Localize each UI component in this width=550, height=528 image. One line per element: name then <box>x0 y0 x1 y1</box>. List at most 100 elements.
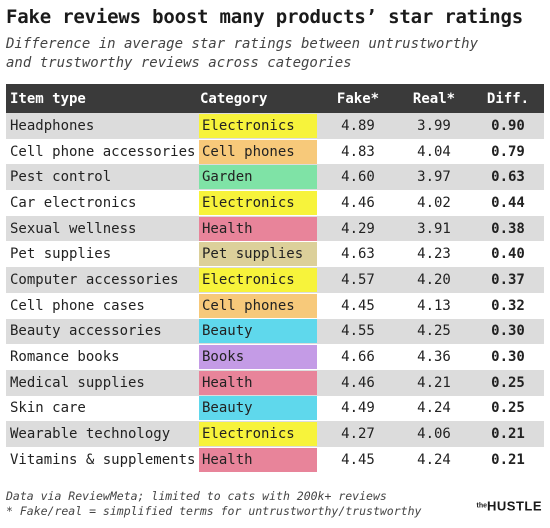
diff-cell: 0.63 <box>491 169 525 186</box>
category-badge: Cell phones <box>199 293 317 318</box>
item-type-cell: Car electronics <box>10 194 137 211</box>
hustle-logo: theHUSTLE <box>477 497 543 515</box>
category-cell: Cell phones <box>196 293 320 319</box>
table-header-row: Item type Category Fake* Real* Diff. <box>6 84 544 113</box>
table-row: Vitamins & supplements Health 4.45 4.24 0.21 <box>6 446 544 473</box>
fake-rating-cell: 4.63 <box>341 246 375 263</box>
category-cell: Health <box>196 447 320 473</box>
table-row: Pest control Garden 4.60 3.97 0.63 <box>6 164 544 191</box>
fake-rating-cell: 4.66 <box>341 349 375 366</box>
diff-cell: 0.90 <box>491 117 525 134</box>
item-type-cell: Sexual wellness <box>10 220 137 237</box>
fake-rating-cell: 4.46 <box>341 194 375 211</box>
header-real: Real* <box>412 90 456 107</box>
category-cell: Pet supplies <box>196 241 320 267</box>
fake-rating-cell: 4.89 <box>341 117 375 134</box>
category-badge: Electronics <box>199 267 317 292</box>
item-type-cell: Skin care <box>10 400 86 417</box>
fake-rating-cell: 4.45 <box>341 451 375 468</box>
category-cell: Health <box>196 370 320 396</box>
category-cell: Electronics <box>196 113 320 139</box>
header-diff: Diff. <box>486 90 530 107</box>
fake-rating-cell: 4.57 <box>341 271 375 288</box>
diff-cell: 0.32 <box>491 297 525 314</box>
fake-rating-cell: 4.83 <box>341 143 375 160</box>
category-cell: Cell phones <box>196 139 320 165</box>
fake-rating-cell: 4.29 <box>341 220 375 237</box>
category-cell: Books <box>196 344 320 370</box>
category-badge: Garden <box>199 165 317 190</box>
table-row: Pet supplies Pet supplies 4.63 4.23 0.40 <box>6 241 544 268</box>
table-body: Headphones Electronics 4.89 3.99 0.90 Cell ph… <box>6 113 544 473</box>
category-badge: Beauty <box>199 319 317 344</box>
item-type-cell: Pest control <box>10 169 112 186</box>
item-type-cell: Beauty accessories <box>10 323 162 340</box>
fake-rating-cell: 4.27 <box>341 426 375 443</box>
table-row: Cell phone cases Cell phones 4.45 4.13 0.32 <box>6 292 544 319</box>
category-badge: Health <box>199 216 317 241</box>
table-row: Computer accessories Electronics 4.57 4.20 0… <box>6 267 544 293</box>
category-badge: Electronics <box>199 422 317 447</box>
chart-title: Fake reviews boost many products’ star r… <box>6 6 523 28</box>
category-cell: Health <box>196 216 320 242</box>
logo-name: HUSTLE <box>487 498 542 514</box>
item-type-cell: Computer accessories <box>10 271 179 288</box>
item-type-cell: Cell phone cases <box>10 297 145 314</box>
item-type-cell: Romance books <box>10 349 120 366</box>
fake-rating-cell: 4.60 <box>341 169 375 186</box>
real-rating-cell: 4.04 <box>417 143 451 160</box>
header-fake: Fake* <box>336 90 380 107</box>
real-rating-cell: 4.21 <box>417 374 451 391</box>
diff-cell: 0.21 <box>491 426 525 443</box>
category-badge: Cell phones <box>199 139 317 164</box>
fake-rating-cell: 4.49 <box>341 400 375 417</box>
category-badge: Health <box>199 370 317 395</box>
item-type-cell: Wearable technology <box>10 426 171 443</box>
diff-cell: 0.40 <box>491 246 525 263</box>
item-type-cell: Headphones <box>10 117 95 134</box>
fake-rating-cell: 4.55 <box>341 323 375 340</box>
item-type-cell: Cell phone accessories <box>10 143 196 160</box>
real-rating-cell: 3.99 <box>417 117 451 134</box>
diff-cell: 0.44 <box>491 194 525 211</box>
category-badge: Books <box>199 345 317 370</box>
footer-note: * Fake/real = simplified terms for untru… <box>6 504 422 518</box>
category-badge: Health <box>199 447 317 472</box>
diff-cell: 0.37 <box>491 271 525 288</box>
diff-cell: 0.25 <box>491 400 525 417</box>
subtitle-line-1: Difference in average star ratings betwe… <box>6 36 479 52</box>
real-rating-cell: 4.02 <box>417 194 451 211</box>
category-cell: Beauty <box>196 396 320 422</box>
table-row: Sexual wellness Health 4.29 3.91 0.38 <box>6 215 544 242</box>
real-rating-cell: 4.23 <box>417 246 451 263</box>
fake-rating-cell: 4.46 <box>341 374 375 391</box>
table-row: Medical supplies Health 4.46 4.21 0.25 <box>6 369 544 396</box>
subtitle-line-2: and trustworthy reviews across categorie… <box>6 55 352 71</box>
category-cell: Garden <box>196 164 320 190</box>
footer-source: Data via ReviewMeta; limited to cats wit… <box>6 489 387 503</box>
real-rating-cell: 3.91 <box>417 220 451 237</box>
diff-cell: 0.21 <box>491 451 525 468</box>
real-rating-cell: 3.97 <box>417 169 451 186</box>
chart-subtitle: Difference in average star ratings betwe… <box>6 35 546 73</box>
table-row: Romance books Books 4.66 4.36 0.30 <box>6 344 544 370</box>
table-row: Car electronics Electronics 4.46 4.02 0.44 <box>6 190 544 216</box>
real-rating-cell: 4.36 <box>417 349 451 366</box>
item-type-cell: Medical supplies <box>10 374 145 391</box>
category-cell: Electronics <box>196 267 320 293</box>
ratings-table: Item type Category Fake* Real* Diff. Hea… <box>6 84 544 473</box>
table-row: Beauty accessories Beauty 4.55 4.25 0.30 <box>6 318 544 345</box>
real-rating-cell: 4.06 <box>417 426 451 443</box>
category-badge: Pet supplies <box>199 242 317 267</box>
diff-cell: 0.25 <box>491 374 525 391</box>
table-row: Skin care Beauty 4.49 4.24 0.25 <box>6 395 544 422</box>
real-rating-cell: 4.24 <box>417 451 451 468</box>
diff-cell: 0.79 <box>491 143 525 160</box>
table-row: Wearable technology Electronics 4.27 4.06 0.… <box>6 421 544 447</box>
real-rating-cell: 4.13 <box>417 297 451 314</box>
header-item-type: Item type <box>10 90 86 107</box>
table-row: Cell phone accessories Cell phones 4.83 4.0… <box>6 138 544 165</box>
real-rating-cell: 4.20 <box>417 271 451 288</box>
diff-cell: 0.30 <box>491 323 525 340</box>
category-badge: Electronics <box>199 190 317 215</box>
